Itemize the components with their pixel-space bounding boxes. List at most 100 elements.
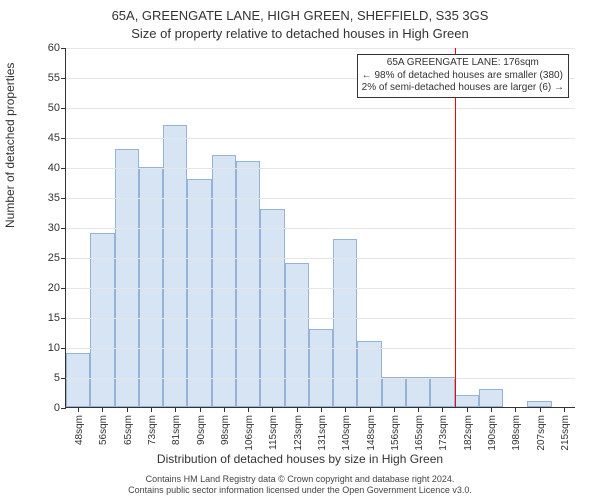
- xtick-mark: [515, 407, 516, 412]
- chart-title-line1: 65A, GREENGATE LANE, HIGH GREEN, SHEFFIE…: [0, 8, 600, 23]
- ytick-mark: [61, 48, 66, 49]
- ytick-mark: [61, 378, 66, 379]
- footer: Contains HM Land Registry data © Crown c…: [0, 474, 600, 497]
- xtick-label: 131sqm: [317, 415, 328, 451]
- xtick-label: 90sqm: [196, 415, 207, 445]
- xtick-mark: [127, 407, 128, 412]
- xtick-label: 156sqm: [390, 415, 401, 451]
- xtick-label: 73sqm: [147, 415, 158, 445]
- bar: [115, 149, 139, 407]
- xtick-label: 173sqm: [438, 415, 449, 451]
- xtick-label: 65sqm: [123, 415, 134, 445]
- ytick-label: 15: [48, 312, 60, 324]
- xtick-mark: [442, 407, 443, 412]
- bar: [430, 377, 454, 407]
- xtick-mark: [297, 407, 298, 412]
- ytick-label: 5: [54, 372, 60, 384]
- grid-line: [66, 108, 575, 109]
- ytick-mark: [61, 138, 66, 139]
- annotation-line3: 2% of semi-detached houses are larger (6…: [362, 82, 564, 95]
- grid-line: [66, 48, 575, 49]
- ytick-label: 25: [48, 252, 60, 264]
- bar: [139, 167, 163, 407]
- xtick-label: 215sqm: [560, 415, 571, 451]
- ytick-mark: [61, 288, 66, 289]
- xtick-label: 48sqm: [74, 415, 85, 445]
- grid-line: [66, 138, 575, 139]
- annotation-line1: 65A GREENGATE LANE: 176sqm: [362, 57, 564, 70]
- xtick-mark: [175, 407, 176, 412]
- xtick-label: 56sqm: [98, 415, 109, 445]
- xtick-mark: [200, 407, 201, 412]
- footer-line1: Contains HM Land Registry data © Crown c…: [0, 474, 600, 485]
- xtick-label: 207sqm: [536, 415, 547, 451]
- xtick-mark: [394, 407, 395, 412]
- xtick-mark: [370, 407, 371, 412]
- xtick-mark: [78, 407, 79, 412]
- grid-line: [66, 198, 575, 199]
- xtick-label: 98sqm: [220, 415, 231, 445]
- grid-line: [66, 318, 575, 319]
- y-axis-label: Number of detached properties: [3, 63, 17, 228]
- ytick-mark: [61, 108, 66, 109]
- bar: [285, 263, 309, 407]
- ytick-label: 35: [48, 192, 60, 204]
- xtick-mark: [102, 407, 103, 412]
- bar: [333, 239, 357, 407]
- xtick-mark: [467, 407, 468, 412]
- bar: [309, 329, 333, 407]
- annotation-line2: ← 98% of detached houses are smaller (38…: [362, 70, 564, 83]
- ytick-label: 20: [48, 282, 60, 294]
- grid-line: [66, 228, 575, 229]
- ytick-mark: [61, 198, 66, 199]
- ytick-mark: [61, 228, 66, 229]
- bar: [66, 353, 90, 407]
- bar: [212, 155, 236, 407]
- annotation-box: 65A GREENGATE LANE: 176sqm ← 98% of deta…: [357, 54, 569, 98]
- xtick-mark: [224, 407, 225, 412]
- plot-area: 05101520253035404550556048sqm56sqm65sqm7…: [65, 48, 575, 408]
- xtick-mark: [418, 407, 419, 412]
- xtick-label: 106sqm: [244, 415, 255, 451]
- xtick-mark: [491, 407, 492, 412]
- grid-line: [66, 258, 575, 259]
- bar: [406, 377, 430, 407]
- ytick-mark: [61, 408, 66, 409]
- xtick-mark: [564, 407, 565, 412]
- reference-line: [455, 48, 456, 407]
- xtick-label: 165sqm: [414, 415, 425, 451]
- ytick-label: 30: [48, 222, 60, 234]
- ytick-mark: [61, 168, 66, 169]
- ytick-mark: [61, 258, 66, 259]
- ytick-label: 40: [48, 162, 60, 174]
- grid-line: [66, 168, 575, 169]
- ytick-mark: [61, 348, 66, 349]
- xtick-mark: [345, 407, 346, 412]
- xtick-label: 198sqm: [511, 415, 522, 451]
- ytick-label: 0: [54, 402, 60, 414]
- xtick-label: 190sqm: [487, 415, 498, 451]
- bar: [357, 341, 381, 407]
- ytick-mark: [61, 318, 66, 319]
- bar: [187, 179, 211, 407]
- xtick-label: 140sqm: [341, 415, 352, 451]
- grid-line: [66, 288, 575, 289]
- xtick-label: 148sqm: [366, 415, 377, 451]
- bar: [90, 233, 114, 407]
- ytick-label: 55: [48, 72, 60, 84]
- grid-line: [66, 348, 575, 349]
- grid-line: [66, 378, 575, 379]
- footer-line2: Contains public sector information licen…: [0, 485, 600, 496]
- ytick-label: 50: [48, 102, 60, 114]
- xtick-label: 115sqm: [268, 415, 279, 450]
- bar: [455, 395, 479, 407]
- xtick-mark: [272, 407, 273, 412]
- xtick-label: 123sqm: [293, 415, 304, 451]
- ytick-label: 45: [48, 132, 60, 144]
- xtick-mark: [321, 407, 322, 412]
- ytick-label: 60: [48, 42, 60, 54]
- xtick-label: 81sqm: [171, 415, 182, 445]
- x-axis-label: Distribution of detached houses by size …: [0, 452, 600, 466]
- ytick-label: 10: [48, 342, 60, 354]
- bar: [382, 377, 406, 407]
